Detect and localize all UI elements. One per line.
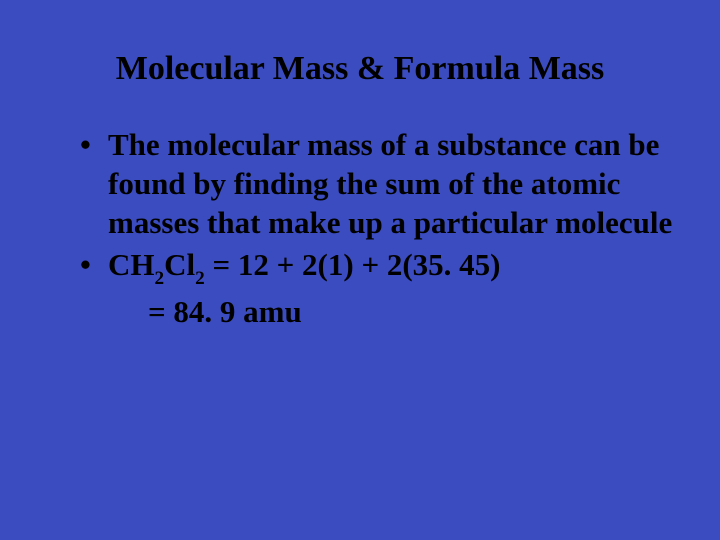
slide-title: Molecular Mass & Formula Mass (65, 50, 655, 88)
bullet-text: The molecular mass of a substance can be… (108, 127, 672, 240)
formula-equation-line1: = 12 + 2(1) + 2(35. 45) (205, 247, 501, 282)
bullet-item: CH2Cl2 = 12 + 2(1) + 2(35. 45) (80, 246, 675, 289)
formula-compound: CH2Cl2 (108, 247, 205, 282)
bullet-list: The molecular mass of a substance can be… (45, 126, 675, 289)
slide: Molecular Mass & Formula Mass The molecu… (0, 0, 720, 540)
formula-equation-line2: = 84. 9 amu (45, 293, 675, 332)
bullet-item: The molecular mass of a substance can be… (80, 126, 675, 242)
